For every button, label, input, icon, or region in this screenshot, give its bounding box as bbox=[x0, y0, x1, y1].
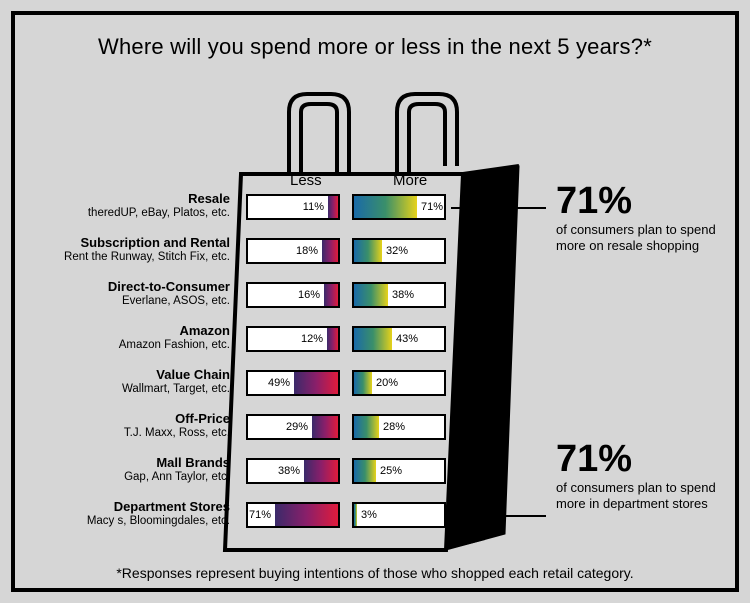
category-sub: Everlane, ASOS, etc. bbox=[30, 295, 230, 308]
bar-more: 20% bbox=[352, 370, 446, 396]
bar-pct-label: 49% bbox=[268, 377, 290, 389]
bar-row: 49% 20% bbox=[246, 370, 446, 414]
category-sub: Amazon Fashion, etc. bbox=[30, 339, 230, 352]
callout-pct: 71% bbox=[556, 440, 726, 478]
bar-fill bbox=[322, 240, 338, 262]
bar-row: 38% 25% bbox=[246, 458, 446, 502]
bar-row: 11% 71% bbox=[246, 194, 446, 238]
category-title: Mall Brands bbox=[30, 456, 230, 471]
category-sub: theredUP, eBay, Platos, etc. bbox=[30, 207, 230, 220]
category-label: Mall Brands Gap, Ann Taylor, etc. bbox=[30, 456, 230, 500]
category-title: Off-Price bbox=[30, 412, 230, 427]
bar-fill bbox=[354, 196, 417, 218]
bar-pct-label: 38% bbox=[392, 289, 414, 301]
bar-fill bbox=[354, 416, 379, 438]
bar-row: 18% 32% bbox=[246, 238, 446, 282]
bar-pct-label: 43% bbox=[396, 333, 418, 345]
bar-less: 38% bbox=[246, 458, 340, 484]
bar-pct-label: 29% bbox=[286, 421, 308, 433]
callout-bottom: 71% of consumers plan to spend more in d… bbox=[556, 440, 726, 513]
bar-fill bbox=[354, 372, 372, 394]
bar-more: 43% bbox=[352, 326, 446, 352]
bar-fill bbox=[354, 504, 357, 526]
category-title: Department Stores bbox=[30, 500, 230, 515]
bar-row: 12% 43% bbox=[246, 326, 446, 370]
bar-fill bbox=[354, 284, 388, 306]
category-label: Resale theredUP, eBay, Platos, etc. bbox=[30, 192, 230, 236]
category-title: Direct-to-Consumer bbox=[30, 280, 230, 295]
bar-more: 32% bbox=[352, 238, 446, 264]
column-header-more: More bbox=[393, 172, 427, 189]
bar-fill bbox=[312, 416, 338, 438]
category-labels: Resale theredUP, eBay, Platos, etc.Subsc… bbox=[30, 192, 230, 544]
bar-pct-label: 28% bbox=[383, 421, 405, 433]
bar-pct-label: 16% bbox=[298, 289, 320, 301]
category-label: Value Chain Wallmart, Target, etc. bbox=[30, 368, 230, 412]
bar-less: 71% bbox=[246, 502, 340, 528]
category-label: Off-Price T.J. Maxx, Ross, etc. bbox=[30, 412, 230, 456]
category-label: Direct-to-Consumer Everlane, ASOS, etc. bbox=[30, 280, 230, 324]
bar-fill bbox=[324, 284, 338, 306]
callout-text: of consumers plan to spend more in depar… bbox=[556, 480, 726, 513]
bar-more: 3% bbox=[352, 502, 446, 528]
category-title: Resale bbox=[30, 192, 230, 207]
column-header-less: Less bbox=[290, 172, 322, 189]
bar-fill bbox=[304, 460, 338, 482]
chart-footnote: *Responses represent buying intentions o… bbox=[0, 565, 750, 581]
callout-connector bbox=[451, 515, 546, 517]
bar-pct-label: 71% bbox=[421, 201, 443, 213]
category-sub: Gap, Ann Taylor, etc. bbox=[30, 471, 230, 484]
category-label: Department Stores Macy s, Bloomingdales,… bbox=[30, 500, 230, 544]
category-title: Value Chain bbox=[30, 368, 230, 383]
bar-pct-label: 3% bbox=[361, 509, 377, 521]
callout-pct: 71% bbox=[556, 182, 726, 220]
bar-more: 28% bbox=[352, 414, 446, 440]
bar-row: 71% 3% bbox=[246, 502, 446, 546]
bar-pct-label: 12% bbox=[301, 333, 323, 345]
bar-pct-label: 11% bbox=[303, 201, 324, 213]
bar-fill bbox=[354, 460, 376, 482]
bar-pct-label: 18% bbox=[296, 245, 318, 257]
bar-fill bbox=[327, 328, 338, 350]
bar-less: 49% bbox=[246, 370, 340, 396]
bar-less: 11% bbox=[246, 194, 340, 220]
bar-less: 29% bbox=[246, 414, 340, 440]
callout-connector bbox=[451, 207, 546, 209]
category-label: Subscription and Rental Rent the Runway,… bbox=[30, 236, 230, 280]
callout-text: of consumers plan to spend more on resal… bbox=[556, 222, 726, 255]
bar-pct-label: 25% bbox=[380, 465, 402, 477]
bar-pct-label: 38% bbox=[278, 465, 300, 477]
bar-less: 18% bbox=[246, 238, 340, 264]
callout-top: 71% of consumers plan to spend more on r… bbox=[556, 182, 726, 255]
category-label: Amazon Amazon Fashion, etc. bbox=[30, 324, 230, 368]
category-sub: Macy s, Bloomingdales, etc. bbox=[30, 515, 230, 528]
bar-pct-label: 32% bbox=[386, 245, 408, 257]
bar-fill bbox=[328, 196, 338, 218]
bar-more: 38% bbox=[352, 282, 446, 308]
bar-fill bbox=[275, 504, 338, 526]
bar-fill bbox=[354, 240, 382, 262]
bar-pct-label: 20% bbox=[376, 377, 398, 389]
bar-pct-label: 71% bbox=[249, 509, 271, 521]
category-title: Subscription and Rental bbox=[30, 236, 230, 251]
bar-less: 16% bbox=[246, 282, 340, 308]
category-sub: T.J. Maxx, Ross, etc. bbox=[30, 427, 230, 440]
bar-more: 71% bbox=[352, 194, 446, 220]
bar-row: 29% 28% bbox=[246, 414, 446, 458]
bar-more: 25% bbox=[352, 458, 446, 484]
category-sub: Rent the Runway, Stitch Fix, etc. bbox=[30, 251, 230, 264]
bar-fill bbox=[294, 372, 338, 394]
bar-row: 16% 38% bbox=[246, 282, 446, 326]
bars-grid: 11% 71% 18% 32% 16% 38% 12% 43% 49% 20 bbox=[246, 194, 446, 546]
category-sub: Wallmart, Target, etc. bbox=[30, 383, 230, 396]
chart-title: Where will you spend more or less in the… bbox=[0, 34, 750, 60]
bar-less: 12% bbox=[246, 326, 340, 352]
category-title: Amazon bbox=[30, 324, 230, 339]
bar-fill bbox=[354, 328, 392, 350]
